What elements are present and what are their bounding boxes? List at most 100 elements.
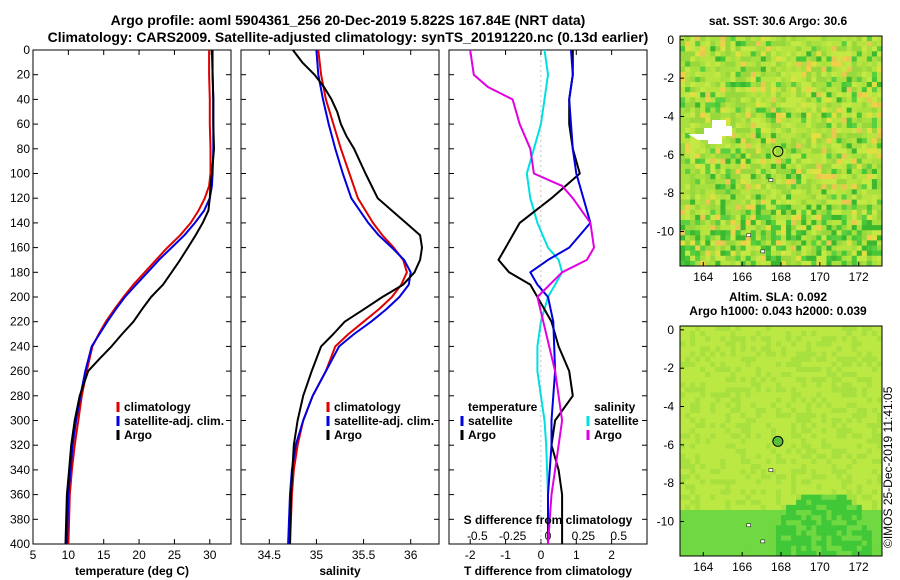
- map-cell: [750, 382, 757, 388]
- map-cell: [690, 87, 696, 93]
- map-cell: [680, 61, 686, 68]
- map-cell: [680, 341, 686, 347]
- map-cell: [775, 397, 782, 404]
- map-cell: [876, 545, 883, 552]
- map-cell: [730, 179, 736, 185]
- map-cell: [876, 61, 883, 68]
- map-cell: [796, 36, 802, 42]
- map-cell: [836, 133, 842, 139]
- map-cell: [801, 366, 807, 373]
- map-cell: [856, 56, 863, 62]
- map-cell: [750, 453, 757, 460]
- map-cell: [720, 214, 726, 221]
- map-cell: [801, 209, 807, 216]
- map-cell: [806, 46, 812, 52]
- map-cell: [816, 535, 822, 542]
- map-cell: [861, 51, 868, 57]
- map-cell: [871, 392, 878, 398]
- map-cell: [811, 412, 817, 419]
- map-cell: [695, 510, 701, 516]
- map-cell: [851, 438, 858, 444]
- map-cell: [695, 448, 701, 455]
- map-cell: [781, 341, 787, 347]
- map-cell: [821, 443, 827, 450]
- map-cell: [750, 412, 757, 419]
- map-cell: [755, 66, 762, 73]
- map-cell: [786, 214, 792, 221]
- map-cell: [760, 504, 767, 511]
- map-cell: [700, 448, 706, 455]
- map-cell: [796, 397, 802, 404]
- map-cell: [740, 356, 747, 363]
- map-cell: [876, 189, 883, 195]
- map-cell: [715, 418, 721, 424]
- map-cell: [861, 382, 868, 388]
- map-cell: [685, 122, 691, 129]
- map-cell: [841, 82, 848, 88]
- map-cell: [846, 122, 853, 129]
- map-cell: [866, 341, 873, 347]
- map-cell: [720, 138, 726, 144]
- map-cell: [806, 36, 812, 42]
- map-cell: [821, 46, 827, 52]
- map-cell: [750, 148, 757, 154]
- map-cell: [735, 189, 741, 195]
- map-cell: [811, 225, 817, 231]
- map-cell: [770, 138, 777, 144]
- map-cell: [680, 56, 686, 62]
- map-cell: [745, 504, 752, 511]
- map-cell: [690, 199, 696, 206]
- map-cell: [871, 545, 878, 552]
- map-cell: [821, 122, 827, 129]
- map-cell: [755, 230, 762, 236]
- map-cell: [775, 174, 782, 180]
- map-cell: [760, 438, 767, 444]
- map-cell: [750, 494, 757, 501]
- map-cell: [821, 346, 827, 352]
- map-cell: [821, 387, 827, 393]
- map-cell: [831, 51, 837, 57]
- map-cell: [811, 168, 817, 175]
- map-cell: [680, 535, 686, 542]
- map-cell: [700, 230, 706, 236]
- map-cell: [826, 351, 832, 358]
- map-cell: [770, 387, 777, 393]
- map-cell: [730, 153, 736, 160]
- map-cell: [755, 341, 762, 347]
- map-cell: [801, 97, 807, 103]
- map-cell: [715, 540, 721, 547]
- map-cell: [841, 56, 848, 62]
- map-cell: [685, 235, 691, 241]
- map-cell: [821, 336, 827, 342]
- map-cell: [846, 540, 853, 547]
- map-cell: [735, 199, 741, 206]
- map-cell: [695, 51, 701, 57]
- map-cell: [710, 76, 716, 83]
- map-cell: [700, 545, 706, 552]
- map-cell: [740, 82, 747, 88]
- t-difference-axis-label: T difference from climatology: [464, 564, 632, 578]
- map-cell: [720, 163, 726, 170]
- map-cell: [811, 112, 817, 119]
- map-cell: [720, 255, 726, 262]
- map-cell: [750, 174, 757, 180]
- map-cell: [775, 209, 782, 216]
- map-cell: [836, 148, 842, 154]
- map-cell: [806, 535, 812, 542]
- map-cell: [755, 356, 762, 363]
- map-cell: [866, 240, 873, 246]
- map-cell: [836, 220, 842, 226]
- map-cell: [841, 163, 848, 170]
- map-cell: [796, 448, 802, 455]
- map-cell: [831, 428, 837, 434]
- map-cell: [710, 469, 716, 475]
- map-cell: [760, 71, 767, 78]
- map-cell: [846, 520, 853, 526]
- map-cell: [811, 489, 817, 496]
- map-cell: [811, 102, 817, 108]
- map-cell: [760, 184, 767, 190]
- map-cell: [765, 515, 772, 521]
- map-cell: [735, 356, 741, 363]
- map-cell: [871, 489, 878, 496]
